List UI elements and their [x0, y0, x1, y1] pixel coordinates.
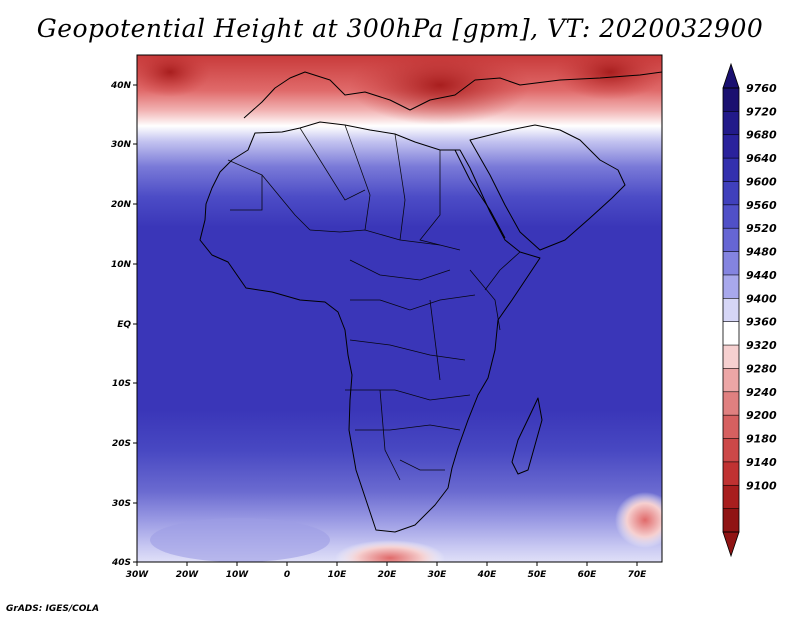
- colorbar-frame: [722, 87, 740, 533]
- colorbar-level-label: 9400: [746, 292, 777, 305]
- colorbar-segment: [723, 181, 739, 206]
- colorbar-segment: [723, 391, 739, 416]
- lon-tick-label: 30W: [126, 570, 150, 580]
- lat-tick-label: 40N: [110, 81, 132, 91]
- high-cell-arabia: [555, 55, 662, 100]
- colorbar-level-label: 9240: [746, 386, 777, 399]
- country-borders: [227, 124, 521, 481]
- colorbar-segment: [723, 461, 739, 486]
- plot-area: [137, 55, 662, 562]
- colorbar-level-label: 9520: [746, 222, 777, 235]
- colorbar-level-label: 9360: [746, 316, 777, 329]
- europe-coastline: [243, 71, 662, 119]
- lon-tick-label: 10W: [226, 570, 250, 580]
- lon-tick-labels: 30W 20W 10W 0 10E 20E 30E 40E 50E 60E 70E: [126, 562, 647, 580]
- colorbar-level-label: 9280: [746, 362, 777, 375]
- chart-title: Geopotential Height at 300hPa [gpm], VT:…: [36, 14, 764, 43]
- colorbar-bottom-arrow: [722, 531, 740, 558]
- lat-tick-label: 30S: [112, 499, 131, 509]
- plot-frame: [136, 54, 663, 563]
- colorbar: 9760 9720 9680 9640 9600 9560 9520 9480 9440 9400…: [722, 62, 777, 558]
- colorbar-segment: [723, 345, 739, 369]
- colorbar-segment: [723, 508, 739, 533]
- high-cell-south-atlantic: [335, 540, 445, 562]
- colorbar-segment: [723, 485, 739, 510]
- height-field: [137, 55, 662, 562]
- coastlines: [199, 71, 662, 533]
- red-sea-coastline: [454, 149, 506, 239]
- lat-tick-label: 30N: [111, 140, 132, 150]
- high-cell-mediterranean: [350, 55, 530, 125]
- colorbar-segment: [723, 298, 739, 323]
- colorbar-segment: [723, 111, 739, 136]
- lon-tick-label: 10E: [328, 570, 348, 580]
- colorbar-level-label: 9440: [746, 269, 777, 282]
- lat-tick-label: 10N: [111, 260, 132, 270]
- colorbar-level-label: 9200: [746, 409, 777, 422]
- lat-tick-label: 40S: [111, 558, 131, 568]
- colorbar-level-label: 9100: [746, 479, 777, 492]
- lon-tick-label: 20W: [176, 570, 200, 580]
- madagascar-coastline: [511, 397, 543, 475]
- colorbar-segment: [723, 274, 739, 299]
- lon-tick-label: 40E: [477, 570, 498, 580]
- lat-tick-label: 10S: [112, 379, 131, 389]
- lon-tick-label: 20E: [378, 570, 398, 580]
- colorbar-level-label: 9640: [746, 152, 777, 165]
- colorbar-segment: [723, 158, 739, 182]
- colorbar-level-label: 9560: [746, 199, 777, 212]
- lon-tick-label: 60E: [578, 570, 598, 580]
- colorbar-level-label: 9760: [746, 82, 777, 95]
- lon-tick-label: 0: [284, 570, 290, 580]
- colorbar-level-label: 9680: [746, 129, 777, 142]
- africa-coastline: [199, 121, 541, 533]
- colorbar-segment: [723, 134, 739, 159]
- colorbar-segment: [723, 321, 739, 346]
- lon-tick-label: 30E: [428, 570, 448, 580]
- colorbar-segment: [723, 251, 739, 276]
- colorbar-segment: [723, 88, 739, 112]
- lon-tick-label: 70E: [628, 570, 648, 580]
- colorbar-segment: [723, 368, 739, 393]
- grads-credit: GrADS: IGES/COLA: [6, 604, 100, 614]
- colorbar-level-label: 9480: [746, 246, 777, 259]
- lon-tick-label: 50E: [528, 570, 548, 580]
- lat-tick-label: EQ: [117, 320, 131, 330]
- high-cell-indian-ocean: [615, 492, 662, 548]
- colorbar-level-label: 9180: [746, 433, 777, 446]
- colorbar-level-label: 9600: [746, 175, 777, 188]
- colorbar-top-arrow: [722, 62, 740, 89]
- arabia-coastline: [469, 124, 626, 251]
- colorbar-segment: [723, 438, 739, 463]
- colorbar-level-label: 9320: [746, 339, 777, 352]
- light-band-southwest: [150, 518, 330, 562]
- lat-tick-label: 20S: [112, 439, 131, 449]
- lat-tick-label: 20N: [111, 200, 132, 210]
- colorbar-level-label: 9140: [746, 456, 777, 469]
- lat-tick-labels: 40N 30N 20N 10N EQ 10S 20S 30S 40S: [110, 81, 137, 568]
- high-cell-atlantic: [137, 55, 210, 97]
- colorbar-segment: [723, 415, 739, 440]
- colorbar-level-label: 9720: [746, 105, 777, 118]
- colorbar-segment: [723, 204, 739, 229]
- colorbar-segment: [723, 228, 739, 253]
